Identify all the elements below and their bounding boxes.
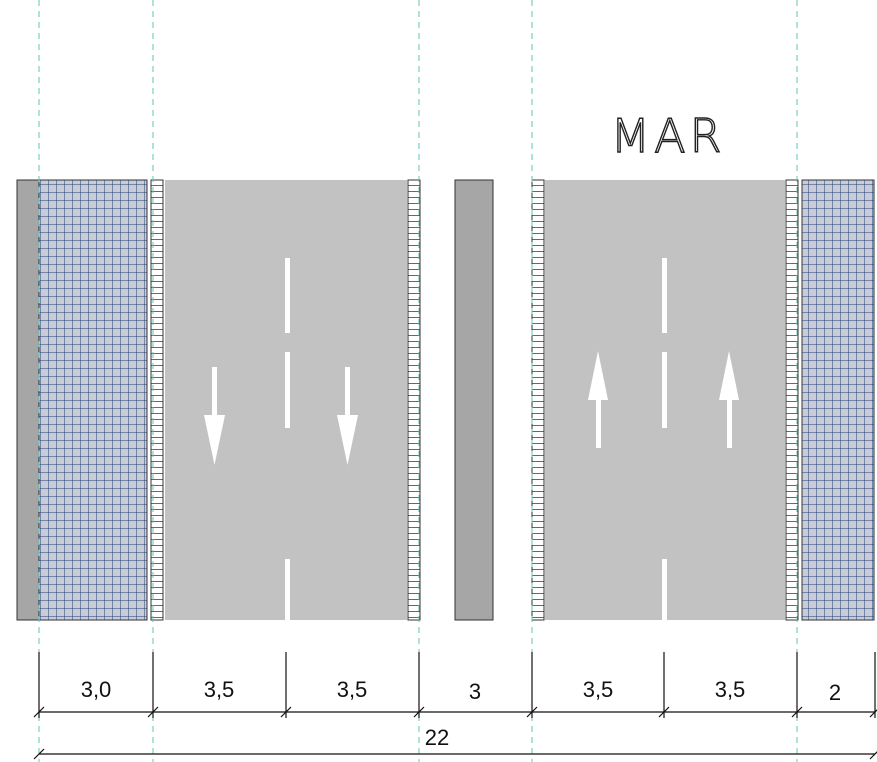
lane-divider-dash — [662, 352, 667, 428]
guide-lines — [38, 0, 798, 762]
left-curb — [16, 179, 40, 621]
dimension-label: 3,5 — [715, 677, 746, 702]
dimension-row-total — [33, 748, 877, 760]
dimension-row-segments — [33, 652, 877, 718]
total-dimension-label: 22 — [425, 725, 449, 750]
dimension-label: 3,5 — [204, 677, 235, 702]
sea-label: MAR — [610, 109, 725, 163]
right-sidewalk — [801, 179, 875, 621]
lane-divider-dash — [662, 559, 667, 620]
dimension-label: 3 — [469, 679, 481, 704]
curb-strip-2 — [407, 179, 421, 621]
arrow-up-icon — [588, 351, 608, 448]
dimension-label: 3,0 — [81, 677, 112, 702]
lane-divider-dash — [662, 258, 667, 333]
arrow-down-icon — [204, 367, 225, 465]
curb-strip-4 — [785, 179, 799, 621]
lane-divider-dash — [285, 559, 290, 620]
arrow-up-icon — [719, 351, 739, 448]
dimension-label: 3,5 — [337, 677, 368, 702]
lane-divider-dash — [285, 258, 290, 333]
dimension-label: 2 — [829, 680, 841, 705]
lane-divider-dash — [285, 352, 290, 428]
left-sidewalk — [38, 179, 148, 621]
curb-strip-1 — [150, 179, 164, 621]
dimension-label: 3,5 — [583, 677, 614, 702]
arrow-down-icon — [337, 367, 358, 465]
median — [454, 179, 494, 621]
curb-strip-3 — [531, 179, 545, 621]
